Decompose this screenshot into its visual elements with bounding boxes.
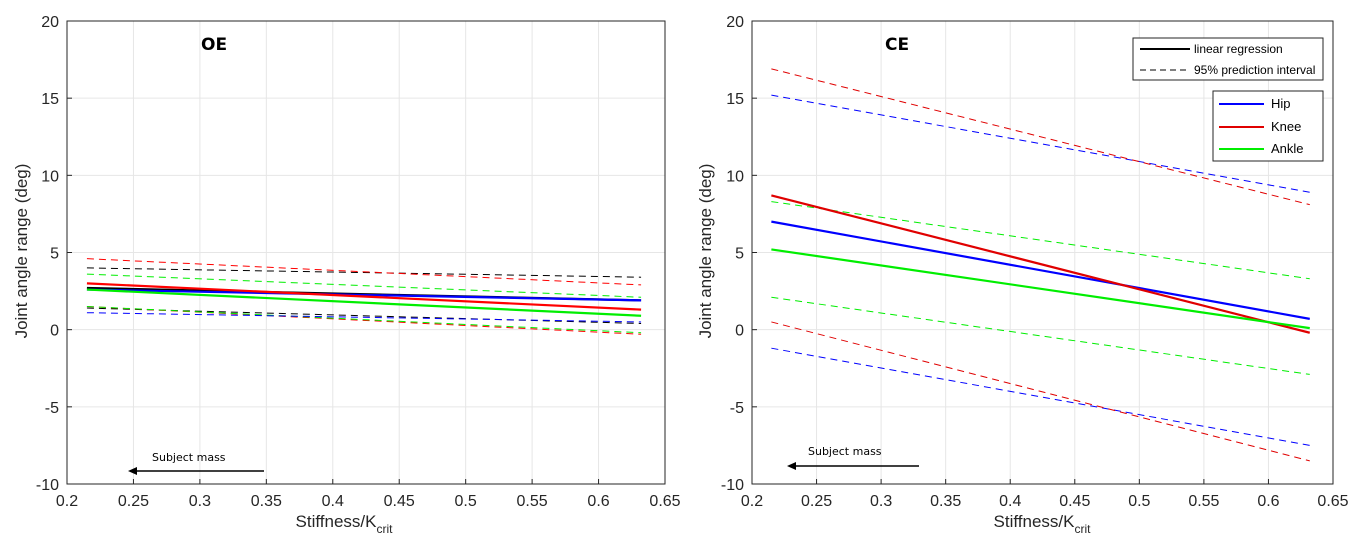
legend-knee: Knee [1271,119,1301,134]
ce-panel-title: CE [885,35,909,55]
ce-ytick-label: 0 [735,323,744,340]
oe-x-ticks: 0.2 0.25 0.3 0.35 0.4 0.45 0.5 0.55 0.6 0.65 [56,479,681,510]
oe-ytick-label: 10 [41,168,59,185]
ce-style-legend-box [1132,37,1324,81]
oe-subject-mass-arrow [128,467,264,475]
oe-subject-mass-label: Subject mass [152,451,226,464]
ce-regression-line [771,248,1310,330]
oe-y-axis-label: Joint angle range (deg) [12,164,31,339]
legend-hip: Hip [1271,96,1291,111]
legend-linear-regression: linear regression [1194,42,1283,56]
ce-grid [751,20,1334,485]
ce-xtick-label: 0.35 [930,493,961,510]
ce-ytick-label: 20 [726,14,744,31]
oe-ytick-label: -10 [36,477,59,494]
oe-ytick-label: 15 [41,91,59,108]
ce-ytick-label: 15 [726,91,744,108]
ce-x-axis-label: Stiffness/Kcrit [994,512,1092,536]
oe-interval-line [86,307,642,324]
oe-interval-line [86,273,642,298]
ce-subject-mass-label: Subject mass [808,445,882,458]
ce-xtick-label: 0.5 [1128,493,1150,510]
ce-y-ticks: -10 -5 0 5 10 15 20 [721,14,757,494]
oe-interval-line [86,267,642,278]
oe-interval-line [86,306,642,335]
oe-grid [66,20,666,485]
oe-regression-line [86,282,642,311]
oe-y-ticks: -10 -5 0 5 10 15 20 [36,14,72,494]
oe-panel: 0.2 0.25 0.3 0.35 0.4 0.45 0.5 0.55 0.6 0.65 -10-… [12,14,681,536]
oe-xtick-label: 0.25 [118,493,149,510]
ce-xtick-label: 0.45 [1059,493,1090,510]
ce-interval-line [771,321,1310,462]
oe-xtick-label: 0.35 [251,493,282,510]
legend-prediction-interval: 95% prediction interval [1194,63,1315,77]
oe-x-axis-label: Stiffness/Kcrit [296,512,394,536]
oe-xtick-label: 0.55 [517,493,548,510]
ce-regression-line [771,220,1310,320]
ce-xtick-label: 0.4 [999,493,1021,510]
oe-interval-line [86,258,642,286]
oe-xtick-label: 0.45 [384,493,415,510]
ce-x-ticks: 0.2 0.25 0.3 0.35 0.4 0.45 0.5 0.55 0.6 0.65 [741,479,1349,510]
oe-panel-title: OE [201,35,227,55]
ce-xtick-label: 0.6 [1257,493,1279,510]
ce-interval-line [771,68,1310,206]
ce-ytick-label: 5 [735,246,744,263]
ce-regression-line [771,194,1311,334]
ce-xtick-label: 0.3 [870,493,892,510]
oe-regression-line [86,288,642,302]
oe-xtick-label: 0.6 [587,493,609,510]
ce-joint-legend: Hip Knee Ankle [1212,90,1324,162]
ce-interval-line [771,296,1310,375]
oe-ytick-label: 20 [41,14,59,31]
legend-ankle: Ankle [1271,141,1304,156]
ce-ytick-label: 10 [726,168,744,185]
oe-xtick-label: 0.5 [455,493,477,510]
oe-interval-line [86,312,642,323]
ce-interval-line [771,201,1310,280]
oe-xtick-label: 0.4 [322,493,344,510]
ce-xtick-label: 0.65 [1317,493,1348,510]
oe-interval-line [86,306,642,334]
oe-ytick-label: 5 [50,246,59,263]
ce-panel: 0.2 0.25 0.3 0.35 0.4 0.45 0.5 0.55 0.6 0.65 -10-… [696,14,1349,536]
oe-regression-line [86,288,642,317]
oe-xtick-label: 0.65 [649,493,680,510]
ce-y-axis-label: Joint angle range (deg) [696,164,715,339]
oe-xtick-label: 0.3 [189,493,211,510]
oe-ytick-label: -5 [45,400,59,417]
oe-plot-lines [86,258,642,335]
oe-xtick-label: 0.2 [56,493,78,510]
ce-ytick-label: -10 [721,477,744,494]
ce-ytick-label: -5 [730,400,744,417]
ce-subject-mass-arrow [787,462,919,470]
ce-plot-lines [771,68,1311,462]
ce-xtick-label: 0.2 [741,493,763,510]
ce-xtick-label: 0.25 [801,493,832,510]
ce-style-legend: linear regression 95% prediction interva… [1132,37,1324,81]
ce-xtick-label: 0.55 [1188,493,1219,510]
oe-ytick-label: 0 [50,323,59,340]
